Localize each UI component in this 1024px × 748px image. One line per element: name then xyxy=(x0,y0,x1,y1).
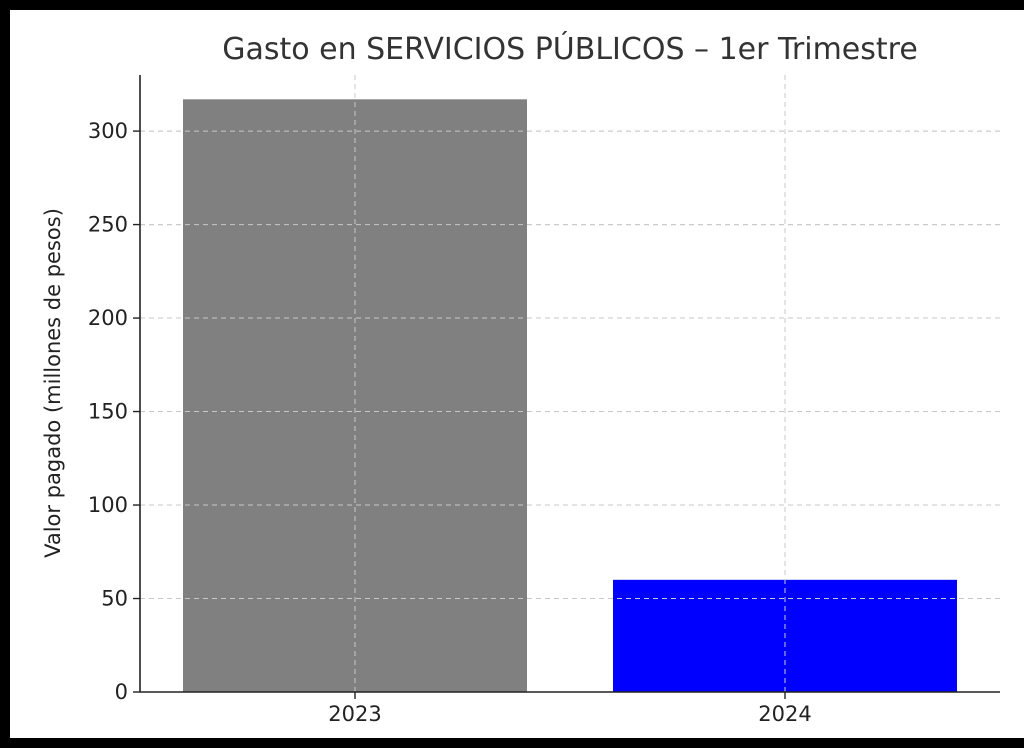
bars xyxy=(183,99,957,693)
y-tick-label-100: 100 xyxy=(88,493,128,517)
grid-overlay xyxy=(140,75,1000,692)
x-tick-label-2023: 2023 xyxy=(328,702,381,726)
x-tick-label-2024: 2024 xyxy=(758,702,811,726)
bar-2023 xyxy=(183,99,527,693)
y-tick-label-250: 250 xyxy=(88,213,128,237)
y-tick-label-50: 50 xyxy=(101,587,128,611)
y-tick-label-150: 150 xyxy=(88,400,128,424)
y-tick-label-200: 200 xyxy=(88,306,128,330)
y-tick-label-0: 0 xyxy=(115,680,128,704)
axes xyxy=(139,75,1000,693)
y-tick-label-300: 300 xyxy=(88,119,128,143)
y-axis-label: Valor pagado (millones de pesos) xyxy=(41,208,65,558)
chart-title: Gasto en SERVICIOS PÚBLICOS – 1er Trimes… xyxy=(222,30,918,67)
tick-labels: 0 50 100 150 200 250 300 2023 2024 xyxy=(88,119,812,726)
